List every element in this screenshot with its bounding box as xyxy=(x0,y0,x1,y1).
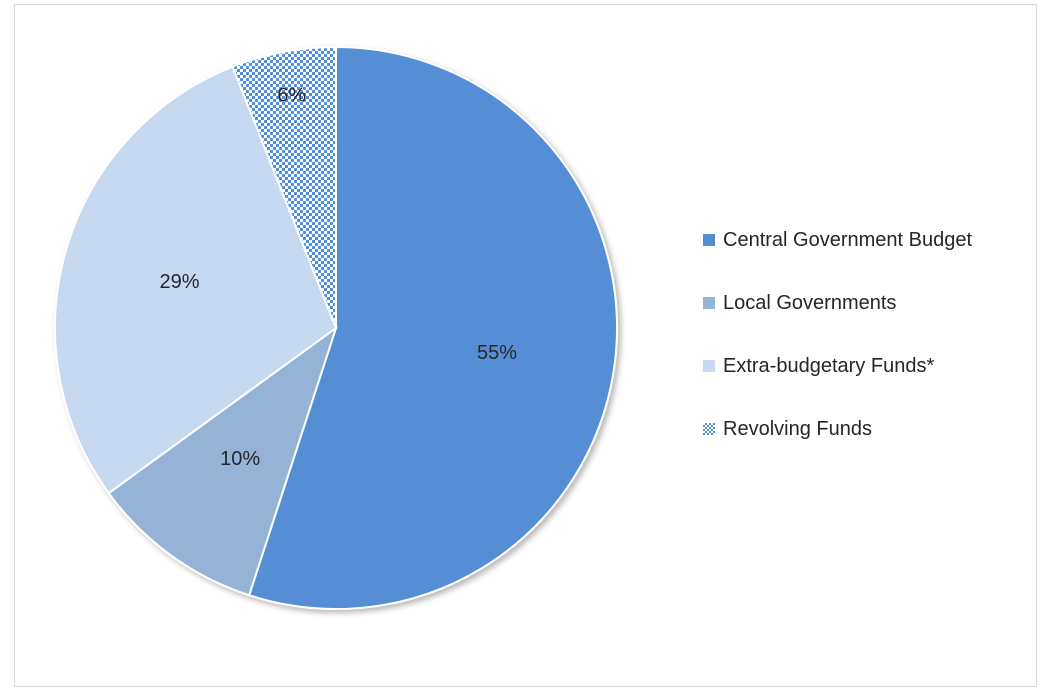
legend-label: Local Governments xyxy=(723,291,897,314)
legend-swatch xyxy=(703,234,715,246)
legend-swatch xyxy=(703,297,715,309)
legend-swatch xyxy=(703,360,715,372)
data-label-extra-budgetary-funds: 29% xyxy=(159,271,199,293)
legend-item-extra-budgetary-funds: Extra-budgetary Funds* xyxy=(703,348,1038,384)
legend-item-local-governments: Local Governments xyxy=(703,285,1038,321)
pie-slice-central-government-budget xyxy=(247,45,618,610)
data-label-local-governments: 10% xyxy=(220,448,260,470)
pie-data-labels: 55% 10% 29% 6% xyxy=(159,84,517,470)
legend: Central Government Budget Local Governmen… xyxy=(703,222,1038,474)
legend-item-central-government-budget: Central Government Budget xyxy=(703,222,1038,258)
data-label-revolving-funds: 6% xyxy=(277,84,306,106)
data-label-central-government-budget: 55% xyxy=(477,342,517,364)
legend-item-revolving-funds: Revolving Funds xyxy=(703,411,1038,447)
pie-slice-local-governments xyxy=(107,325,338,597)
legend-label: Revolving Funds xyxy=(723,417,872,440)
legend-swatch xyxy=(703,423,715,435)
pie-slices xyxy=(54,45,618,610)
legend-label: Central Government Budget xyxy=(723,228,973,251)
pie-slice-extra-budgetary-funds xyxy=(54,65,338,495)
legend-label: Extra-budgetary Funds* xyxy=(723,354,935,377)
pie-slice-revolving-funds xyxy=(231,45,337,329)
